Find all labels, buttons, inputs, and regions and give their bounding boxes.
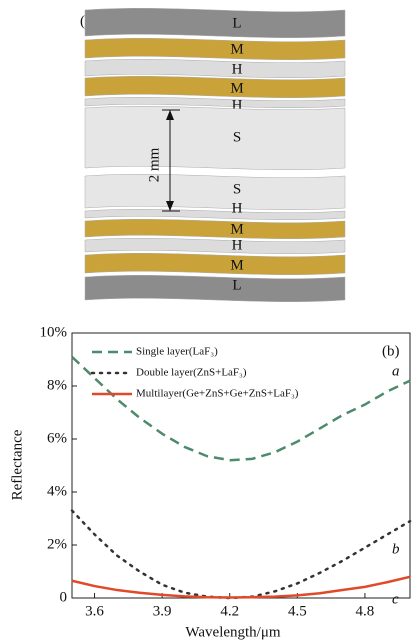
y-axis-label: Reflectance (9, 429, 25, 500)
layer (84, 275, 346, 302)
y-tick-label: 6% (47, 430, 67, 446)
series-line (71, 355, 411, 462)
layer-label: S (233, 129, 241, 145)
layer (84, 253, 346, 275)
layer-label: M (230, 41, 243, 57)
series-annotation: a (392, 363, 400, 379)
series-line (70, 509, 412, 600)
series-line (71, 575, 411, 599)
y-tick-label: 2% (47, 536, 67, 552)
x-tick-label: 4.2 (220, 603, 239, 619)
series-annotation: b (392, 541, 400, 557)
layer-label: M (230, 257, 243, 273)
layer-label: H (232, 237, 243, 253)
x-axis-label: Wavelength/μm (185, 624, 280, 640)
x-tick-label: 3.9 (153, 603, 172, 619)
y-tick-label: 10% (40, 324, 68, 340)
layer (84, 59, 346, 78)
layer (84, 209, 346, 220)
x-tick-label: 3.6 (85, 603, 104, 619)
legend-label: Multilayer(Ge+ZnS+Ge+ZnS+LaF₃) (136, 388, 299, 400)
arrow-head (166, 201, 174, 211)
panel-label: (b) (382, 343, 400, 359)
y-tick-label: 8% (47, 377, 67, 393)
layer-label: H (232, 200, 243, 216)
layer (84, 97, 346, 108)
layer (84, 38, 346, 60)
layer-label: S (233, 181, 241, 197)
y-tick-label: 0 (60, 589, 68, 605)
layer-label: L (232, 277, 241, 293)
layer (84, 238, 346, 254)
layer (84, 8, 346, 38)
layer (84, 174, 346, 210)
layer-label: L (232, 15, 241, 31)
x-tick-label: 4.8 (356, 603, 375, 619)
layer-label: M (230, 221, 243, 237)
legend-label: Single layer(LaF₃) (136, 346, 218, 358)
layer (84, 106, 346, 170)
series-annotation: c (392, 591, 399, 607)
layer-label: M (230, 80, 243, 96)
y-tick-label: 4% (47, 483, 67, 499)
layer-label: H (232, 97, 243, 113)
x-tick-label: 4.5 (288, 603, 307, 619)
layer (84, 219, 346, 239)
legend-label: Double layer(ZnS+LaF₃) (136, 367, 247, 379)
layer (84, 76, 346, 98)
layer-label: H (232, 61, 243, 77)
scale-label: 2 mm (146, 147, 162, 182)
arrow-head (166, 110, 174, 120)
